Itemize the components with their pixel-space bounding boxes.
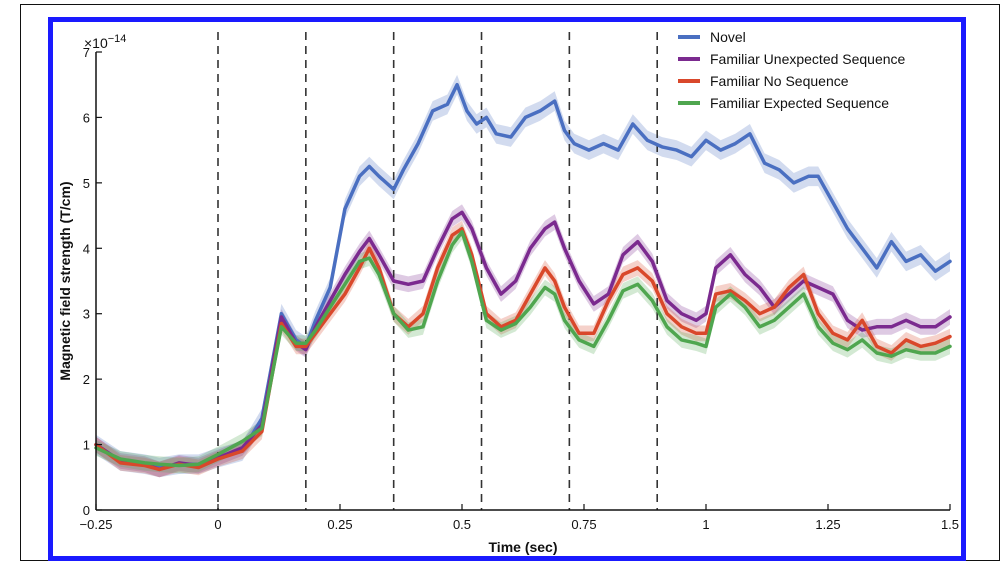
- series-lines: [94, 82, 952, 472]
- x-tick-label: 0.5: [453, 517, 471, 532]
- y-tick-label: 1: [83, 438, 90, 453]
- series-line: [94, 82, 952, 470]
- x-tick-label: 0: [214, 517, 221, 532]
- y-tick-label: 4: [83, 241, 90, 256]
- y-exponent-power: −14: [108, 33, 127, 45]
- y-tick-label: 7: [83, 45, 90, 60]
- y-tick-label: 6: [83, 110, 90, 125]
- legend-label: Novel: [710, 29, 746, 45]
- y-axis-title: Magnetic field strength (T/cm): [57, 181, 73, 380]
- confidence-bands: [96, 74, 950, 478]
- confidence-band: [96, 74, 950, 478]
- y-ticks: 0 1 2 3 4 5 6 7: [83, 45, 102, 518]
- y-tick-label: 5: [83, 176, 90, 191]
- confidence-band: [96, 204, 950, 478]
- x-tick-label: 1.25: [815, 517, 840, 532]
- y-exponent-label: ×10−14: [84, 33, 126, 51]
- x-tick-label: 1.5: [941, 517, 959, 532]
- x-tick-label: 0.25: [327, 517, 352, 532]
- x-tick-label: 0.75: [571, 517, 596, 532]
- y-tick-label: 2: [83, 372, 90, 387]
- legend: Novel Familiar Unexpected Sequence Familia…: [678, 29, 906, 111]
- x-tick-label: 1: [702, 517, 709, 532]
- legend-label: Familiar Unexpected Sequence: [710, 51, 906, 67]
- legend-label: Familiar No Sequence: [710, 73, 849, 89]
- x-ticks: −0.25 0 0.25 0.5 0.75 1 1.25 1.5: [80, 504, 959, 532]
- x-axis-title: Time (sec): [489, 539, 558, 555]
- y-tick-label: 3: [83, 307, 90, 322]
- y-exponent-base: ×10: [84, 35, 108, 51]
- y-tick-label: 0: [83, 503, 90, 518]
- legend-label: Familiar Expected Sequence: [710, 95, 889, 111]
- series-line: [94, 210, 952, 472]
- axes: [95, 52, 950, 511]
- series-line: [94, 230, 952, 468]
- x-tick-label: −0.25: [80, 517, 113, 532]
